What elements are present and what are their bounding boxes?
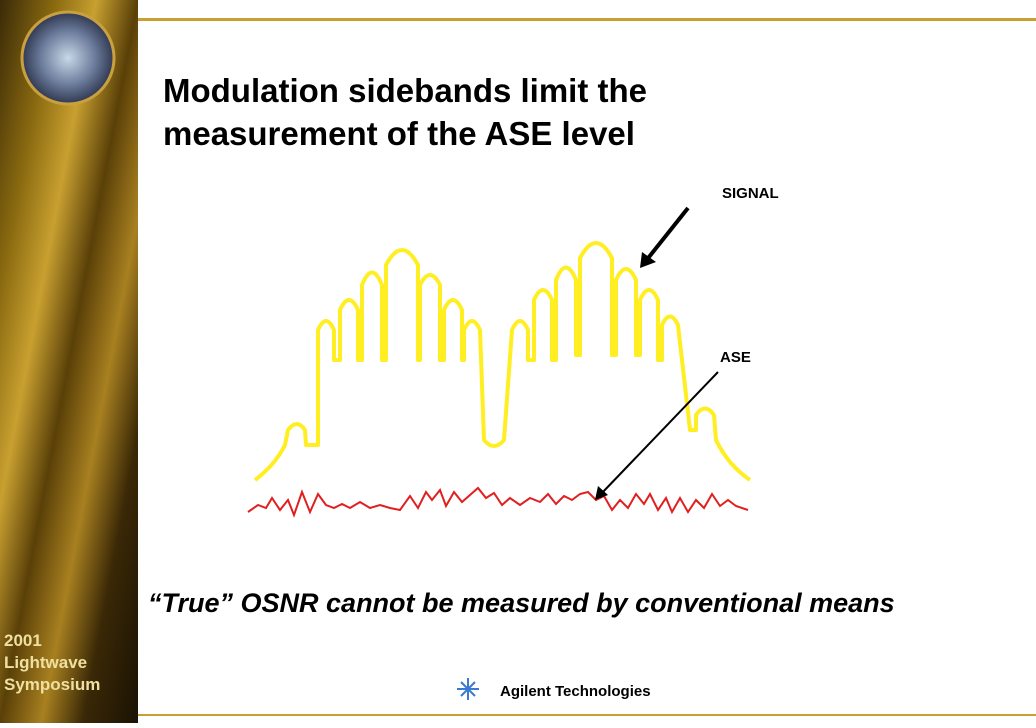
bottom-rule [138, 714, 1036, 716]
arrow [645, 208, 688, 262]
top-rule [138, 18, 1036, 21]
slide: 2001 Lightwave Symposium Modulation side… [0, 0, 1036, 723]
page: 2001 Lightwave Symposium Modulation side… [0, 0, 1036, 723]
agilent-logo [457, 678, 479, 700]
footer-brand: Agilent Technologies [500, 683, 651, 700]
sidebar-text: Symposium [4, 675, 100, 694]
signal-trace [255, 243, 750, 480]
title: measurement of the ASE level [163, 115, 635, 152]
signal-label: SIGNAL [722, 185, 779, 202]
arrow [601, 372, 718, 494]
caption: “True” OSNR cannot be measured by conven… [148, 588, 895, 618]
sidebar-text: Lightwave [4, 653, 87, 672]
sidebar [0, 0, 138, 723]
ase-trace [248, 488, 748, 515]
title: Modulation sidebands limit the [163, 72, 647, 109]
ase-label: ASE [720, 349, 751, 366]
logo-globe [22, 12, 114, 104]
sidebar-year: 2001 [4, 631, 42, 650]
